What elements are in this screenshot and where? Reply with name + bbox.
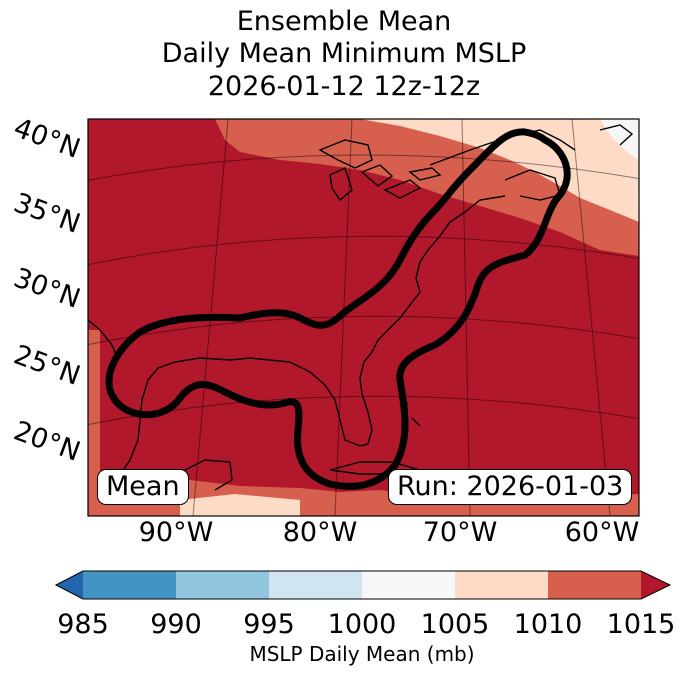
lat-label-25: 25°N xyxy=(10,339,85,391)
colorbar-tick-1015: 1015 xyxy=(607,609,676,640)
colorbar-tick-990: 990 xyxy=(150,609,202,640)
lon-label-80: 80°W xyxy=(283,517,358,548)
colorbar-bin-990-995 xyxy=(176,571,269,599)
colorbar-extend-low xyxy=(56,571,83,599)
title-line-3: 2026-01-12 12z-12z xyxy=(207,71,481,102)
contour-line xyxy=(105,128,571,490)
shade-1000-1005 xyxy=(600,119,639,160)
colorbar-bin-1010-1015 xyxy=(548,571,641,599)
colorbar-bin-1005-1010 xyxy=(455,571,548,599)
lat-label-40: 40°N xyxy=(10,112,85,164)
lon-label-90: 90°W xyxy=(139,517,214,548)
run-label-box: Run: 2026-01-03 xyxy=(388,469,633,505)
colorbar-bin-985-990 xyxy=(83,571,176,599)
lon-label-70: 70°W xyxy=(423,517,498,548)
graticule-lat xyxy=(88,154,639,426)
colorbar-outline xyxy=(54,570,672,600)
colorbar-bin-1000-1005 xyxy=(362,571,455,599)
lat-label-35: 35°N xyxy=(10,187,85,239)
colorbar-bin-995-1000 xyxy=(269,571,362,599)
lat-label-20: 20°N xyxy=(10,415,85,467)
shade-1005-1010-north xyxy=(360,119,639,222)
map-frame xyxy=(87,118,640,517)
title-line-1: Ensemble Mean xyxy=(236,6,452,37)
lat-label-30: 30°N xyxy=(10,262,85,314)
colorbar-tick-995: 995 xyxy=(243,609,295,640)
colorbar-tick-985: 985 xyxy=(57,609,109,640)
colorbar: 985 990 995 1000 1005 1010 1015 MSLP Dai… xyxy=(54,570,676,666)
map-area xyxy=(88,119,639,516)
mean-label-box: Mean xyxy=(97,469,189,505)
colorbar-tick-1005: 1005 xyxy=(421,609,490,640)
lon-label-60: 60°W xyxy=(565,517,640,548)
colorbar-extend-high xyxy=(641,571,670,599)
shade-1005-1010-south xyxy=(180,494,300,516)
colorbar-tick-1000: 1000 xyxy=(328,609,397,640)
title-line-2: Daily Mean Minimum MSLP xyxy=(161,38,527,69)
shade-1010-1015-west xyxy=(88,330,100,516)
colorbar-label: MSLP Daily Mean (mb) xyxy=(249,642,474,666)
colorbar-tick-1010: 1010 xyxy=(514,609,583,640)
